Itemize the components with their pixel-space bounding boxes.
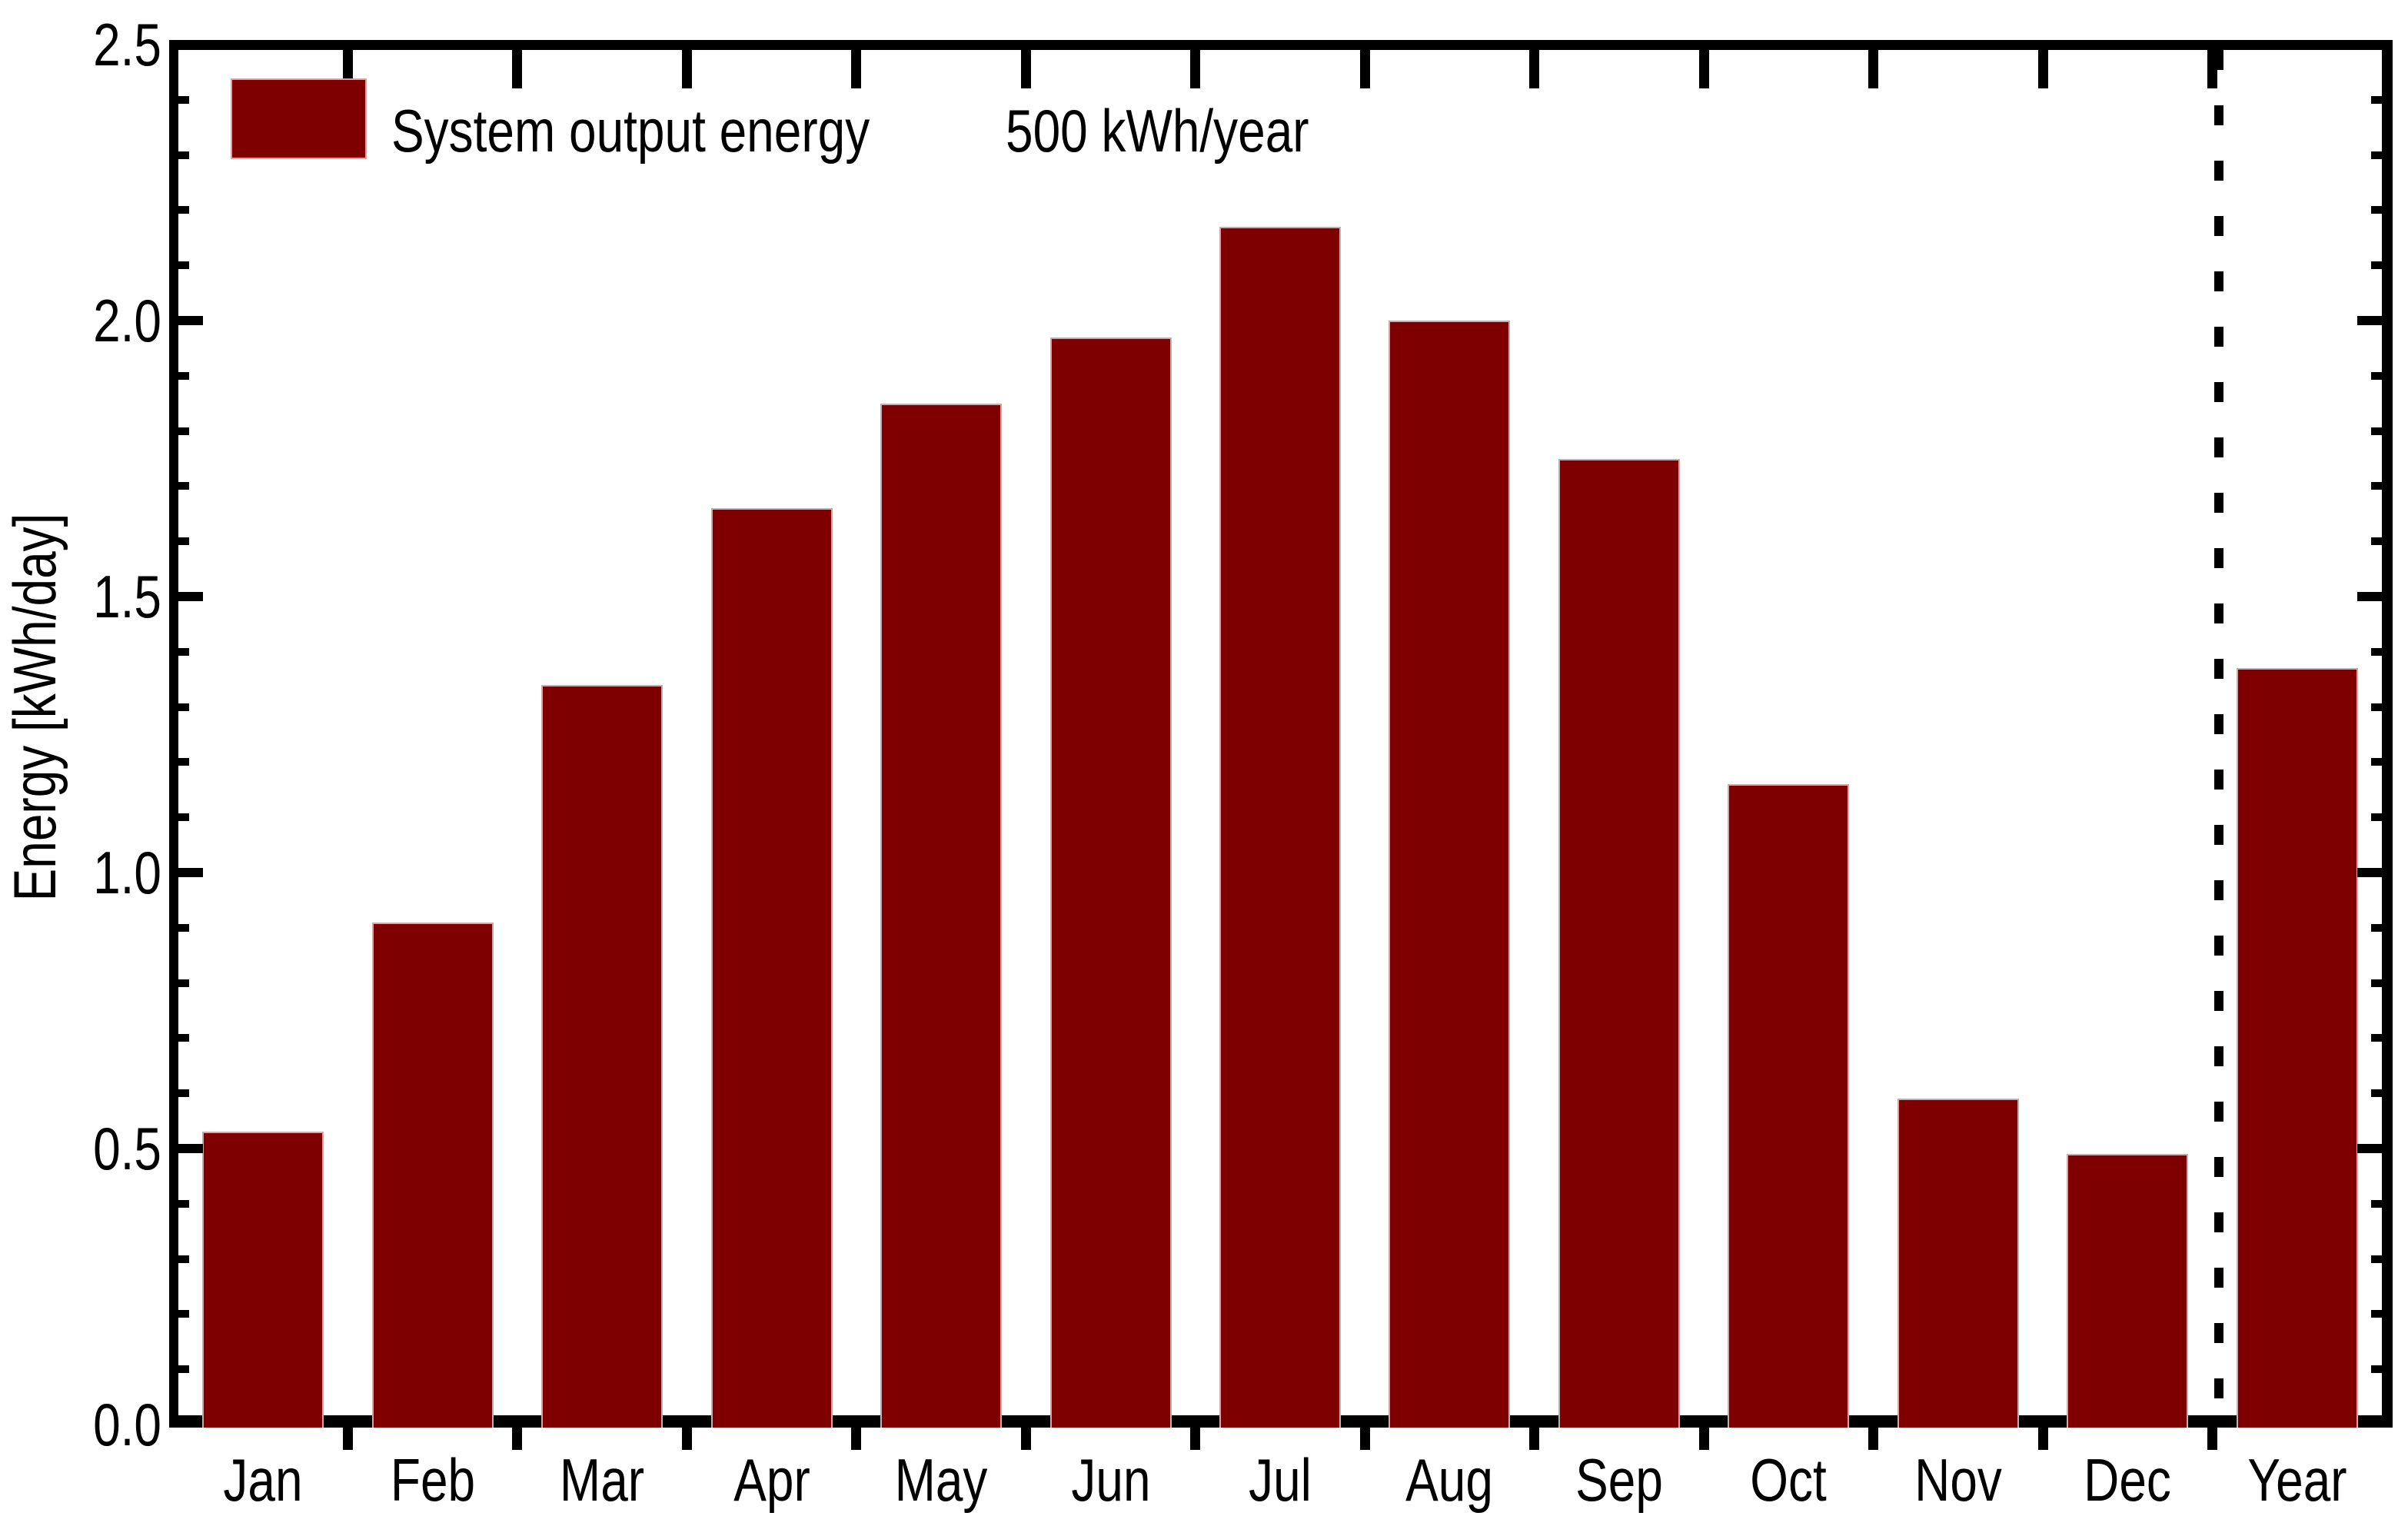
x-tick-bottom [1698, 1428, 1709, 1450]
x-tick-label-feb: Feb [390, 1446, 475, 1514]
x-tick-bottom [512, 1428, 523, 1450]
x-tick-label-sep: Sep [1575, 1446, 1663, 1514]
x-tick-label-jul: Jul [1249, 1446, 1312, 1514]
x-tick-label-apr: Apr [733, 1446, 810, 1514]
x-tick-bottom [1868, 1428, 1879, 1450]
y-tick-label-2.0: 2.0 [93, 287, 161, 354]
x-tick-bottom [1359, 1428, 1370, 1450]
x-tick-label-may: May [894, 1446, 988, 1514]
x-tick-bottom [1190, 1428, 1201, 1450]
y-axis-title: Energy [kWh/day] [1, 513, 68, 902]
x-tick-label-mar: Mar [560, 1446, 645, 1514]
x-tick-label-nov: Nov [1914, 1446, 2002, 1514]
x-tick-label-jun: Jun [1070, 1446, 1151, 1514]
x-tick-bottom [2037, 1428, 2048, 1450]
y-tick-label-0.0: 0.0 [93, 1391, 161, 1458]
x-tick-bottom [681, 1428, 692, 1450]
x-tick-label-aug: Aug [1405, 1446, 1494, 1514]
x-tick-label-year: Year [2247, 1446, 2347, 1514]
x-tick-label-dec: Dec [2084, 1446, 2172, 1514]
y-tick-label-0.5: 0.5 [93, 1115, 161, 1182]
x-tick-bottom [851, 1428, 862, 1450]
legend-label: System output energy [391, 96, 870, 165]
legend: System output energy 500 kWh/year [391, 96, 1375, 165]
legend-value: 500 kWh/year [1005, 96, 1309, 165]
y-tick-label-2.5: 2.5 [93, 11, 161, 78]
x-tick-bottom [342, 1428, 353, 1450]
x-tick-label-jan: Jan [223, 1446, 303, 1514]
x-tick-label-oct: Oct [1750, 1446, 1828, 1514]
x-tick-bottom [1529, 1428, 1540, 1450]
x-tick-bottom [1020, 1428, 1031, 1450]
legend-swatch [231, 78, 367, 159]
x-tick-bottom [2207, 1428, 2218, 1450]
plot-frame [169, 40, 2393, 1428]
